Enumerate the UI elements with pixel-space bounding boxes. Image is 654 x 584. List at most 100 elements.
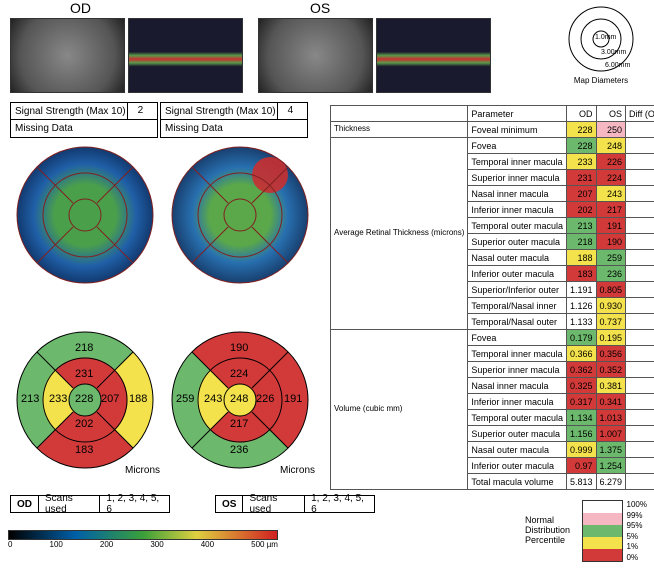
os-val: 0.930 <box>596 298 626 314</box>
od-val: 228 <box>566 122 596 138</box>
od-val: 233 <box>566 154 596 170</box>
hdr-diff: Diff (OD-OS) <box>626 106 654 122</box>
os-val: 0.341 <box>596 394 626 410</box>
param-name: Fovea <box>468 138 567 154</box>
param-name: Nasal outer macula <box>468 442 567 458</box>
diff-val: -22 <box>626 122 654 138</box>
sector-chart-os: 190 224 259 243 248 226 191 217 236 <box>170 330 310 470</box>
os-val: 236 <box>596 266 626 282</box>
ring-3mm: 3.00mm <box>601 49 626 56</box>
cbar-tick: 100 <box>50 540 63 549</box>
od-val: 0.362 <box>566 362 596 378</box>
od-nas-in: 207 <box>101 393 119 405</box>
os-inf-out: 236 <box>230 444 248 456</box>
scans-od-lab: OD <box>11 499 38 510</box>
diff-val: 0.010 <box>626 346 654 362</box>
cbar-tick: 500 µm <box>251 540 278 549</box>
od-val: 183 <box>566 266 596 282</box>
param-name: Temporal/Nasal outer <box>468 314 567 330</box>
ring-caption: Map Diameters <box>555 76 647 85</box>
dist-swatch <box>583 501 622 513</box>
od-val: 188 <box>566 250 596 266</box>
od-nas-out: 188 <box>129 393 147 405</box>
diff-val: 22 <box>626 218 654 234</box>
od-val: 207 <box>566 186 596 202</box>
diff-val: 0.396 <box>626 314 654 330</box>
od-val: 1.126 <box>566 298 596 314</box>
os-sup-out: 190 <box>230 342 248 354</box>
dist-pct: 5% <box>627 532 647 541</box>
diff-val: -20 <box>626 138 654 154</box>
missing-od: Missing Data <box>10 120 158 138</box>
od-val: 213 <box>566 218 596 234</box>
hdr-os: OS <box>596 106 626 122</box>
scans-os-vals: 1, 2, 3, 4, 5, 6 <box>304 496 374 512</box>
od-sup-in: 231 <box>75 368 93 380</box>
thickness-map-od <box>15 145 155 285</box>
param-name: Total macula volume <box>468 474 567 490</box>
param-name: Foveal minimum <box>468 122 567 138</box>
os-val: 217 <box>596 202 626 218</box>
diff-val: -0.376 <box>626 442 654 458</box>
dist-swatch <box>583 525 622 537</box>
diff-val: 0.149 <box>626 426 654 442</box>
row-group: Thickness <box>331 122 468 138</box>
dist-swatch <box>583 513 622 525</box>
cbar-tick: 300 <box>150 540 163 549</box>
param-name: Temporal/Nasal inner <box>468 298 567 314</box>
param-name: Inferior inner macula <box>468 394 567 410</box>
hdr-param: Parameter <box>468 106 567 122</box>
os-nas-in: 243 <box>204 393 222 405</box>
param-name: Superior/Inferior outer <box>468 282 567 298</box>
od-val: 0.999 <box>566 442 596 458</box>
scans-od-vals: 1, 2, 3, 4, 5, 6 <box>99 496 169 512</box>
row-group: Volume (cubic mm) <box>331 330 468 490</box>
diff-val: -71 <box>626 250 654 266</box>
os-val: 191 <box>596 218 626 234</box>
dist-pct: 99% <box>627 511 647 520</box>
param-name: Superior inner macula <box>468 170 567 186</box>
diff-val: 0.386 <box>626 282 654 298</box>
param-name: Inferior inner macula <box>468 202 567 218</box>
param-name: Fovea <box>468 330 567 346</box>
od-val: 202 <box>566 202 596 218</box>
od-val: 231 <box>566 170 596 186</box>
od-tmp-out: 213 <box>21 393 39 405</box>
os-val: 1.007 <box>596 426 626 442</box>
diff-val: -53 <box>626 266 654 282</box>
diff-val: 7 <box>626 154 654 170</box>
dist-swatch <box>583 537 622 549</box>
map-diameters-legend: 1.0mm 3.00mm 6.00mm Map Diameters <box>555 4 647 94</box>
dist-pct: 95% <box>627 521 647 530</box>
thickness-colorbar: 0100200300400500 µm <box>8 530 278 554</box>
thickness-map-os <box>170 145 310 285</box>
od-val: 0.325 <box>566 378 596 394</box>
os-val: 226 <box>596 154 626 170</box>
os-center: 248 <box>230 393 248 405</box>
fundus-od <box>10 18 125 93</box>
signal-label: Signal Strength (Max 10) <box>15 106 127 117</box>
cbar-tick: 0 <box>8 540 12 549</box>
unit-os: Microns <box>280 465 315 476</box>
od-val: 0.179 <box>566 330 596 346</box>
scans-os: OS Scans used 1, 2, 3, 4, 5, 6 <box>215 495 375 513</box>
os-val: 190 <box>596 234 626 250</box>
os-val: 1.254 <box>596 458 626 474</box>
scans-os-lab: OS <box>216 499 242 510</box>
bscan-od <box>128 18 243 93</box>
row-group: Average Retinal Thickness (microns) <box>331 138 468 330</box>
os-val: 0.805 <box>596 282 626 298</box>
table-row: ThicknessFoveal minimum228250-22 <box>331 122 654 138</box>
os-val: 1.375 <box>596 442 626 458</box>
table-row: Average Retinal Thickness (microns)Fovea… <box>331 138 654 154</box>
scans-used: Scans used <box>242 496 304 512</box>
os-tmp-out: 191 <box>284 393 302 405</box>
od-val: 218 <box>566 234 596 250</box>
od-val: 1.134 <box>566 410 596 426</box>
dist-pct: 0% <box>627 553 647 562</box>
diff-val: 7 <box>626 170 654 186</box>
param-name: Temporal inner macula <box>468 346 567 362</box>
dist-label: Normal Distribution Percentile <box>525 516 578 546</box>
diff-val: 0.196 <box>626 298 654 314</box>
os-nas-out: 259 <box>176 393 194 405</box>
